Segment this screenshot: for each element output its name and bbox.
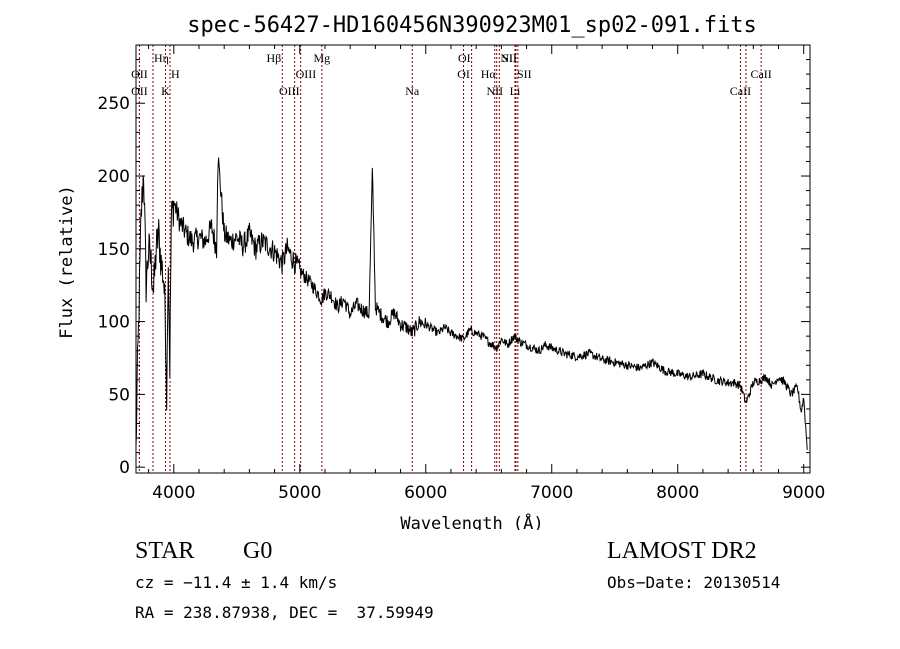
line-label: K [161, 84, 170, 98]
line-label: Na [405, 84, 420, 98]
spectrum-chart: spec-56427-HD160456N390923M01_sp02-091.f… [57, 13, 825, 534]
line-label: OIII [296, 67, 317, 81]
line-label: OIII [279, 84, 300, 98]
y-tick-label: 0 [119, 458, 130, 478]
line-label: Hη [154, 51, 169, 65]
line-label: CaII [750, 67, 771, 81]
line-label: SII [502, 51, 517, 65]
subclass: G0 [243, 538, 273, 564]
y-tick-label: 200 [98, 167, 130, 187]
y-tick-label: 100 [98, 313, 130, 333]
x-tick-label: 9000 [782, 483, 825, 503]
x-tick-label: 4000 [152, 483, 195, 503]
line-markers [138, 45, 762, 473]
line-label: Hβ [266, 51, 281, 65]
y-axis-label: Flux (relative) [57, 185, 77, 339]
line-label: H [171, 67, 180, 81]
spectrum-line [135, 157, 808, 450]
x-tick-label: 8000 [656, 483, 699, 503]
redshift-readout: cz = −11.4 ± 1.4 km/s [135, 573, 338, 592]
line-label: OII [131, 84, 148, 98]
line-label: CaII [730, 84, 751, 98]
plot-border [135, 44, 811, 474]
x-axis-label: Wavelength (Å) [400, 512, 543, 530]
line-label: NII [486, 84, 503, 98]
line-label: OI [458, 51, 471, 65]
x-tick-label: 6000 [404, 483, 447, 503]
x-tick-label: 7000 [530, 483, 573, 503]
x-tick-label: 5000 [278, 483, 321, 503]
spectrum-series [135, 157, 808, 450]
y-tick-label: 150 [98, 240, 130, 260]
line-label: OII [131, 67, 148, 81]
y-tick-label: 50 [108, 385, 130, 405]
line-label: Hα [481, 67, 497, 81]
coordinates-readout: RA = 238.87938, DEC = 37.59949 [135, 603, 434, 622]
y-tick-label: 250 [98, 94, 130, 114]
survey-name: LAMOST DR2 [607, 538, 757, 564]
line-label: NII [500, 51, 517, 65]
object-type: STAR [135, 538, 195, 564]
axis-ticks: 4000 5000 6000 7000 8000 9000 0 50 100 150 200 250 [98, 45, 825, 503]
line-label: SII [517, 67, 532, 81]
line-label: OI [457, 67, 470, 81]
plot-frame [135, 44, 811, 474]
line-label: Mg [313, 51, 330, 65]
line-label: Li [510, 84, 521, 98]
chart-title: spec-56427-HD160456N390923M01_sp02-091.f… [187, 13, 757, 38]
observation-date: Obs−Date: 20130514 [607, 573, 781, 592]
